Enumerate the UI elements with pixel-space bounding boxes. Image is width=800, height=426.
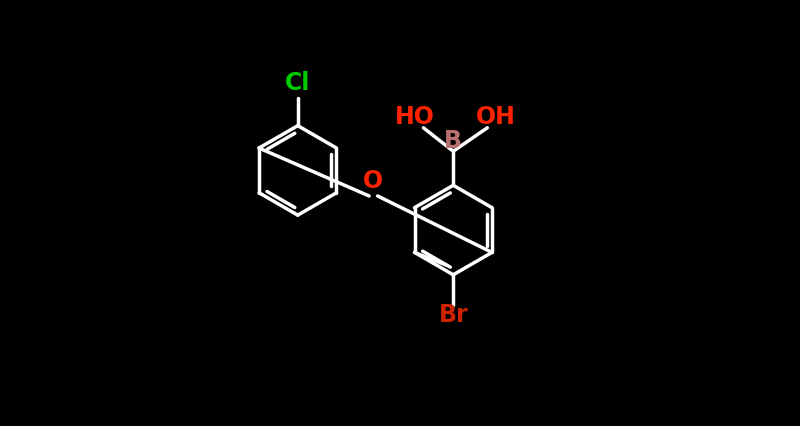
Text: HO: HO (395, 105, 435, 129)
Text: Br: Br (438, 303, 468, 327)
Text: B: B (444, 129, 462, 153)
Text: OH: OH (476, 105, 516, 129)
Text: Cl: Cl (285, 71, 310, 95)
Text: O: O (363, 169, 383, 193)
